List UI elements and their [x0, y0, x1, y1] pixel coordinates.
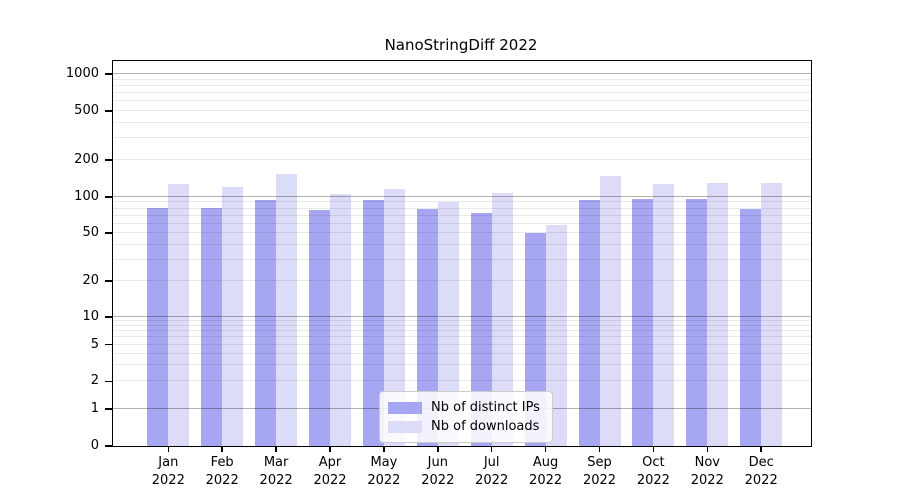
- x-tick-mark: [275, 446, 277, 452]
- x-tick-label-dec: Dec 2022: [744, 455, 778, 488]
- x-tick-mark: [437, 446, 439, 452]
- x-tick-mark: [167, 446, 170, 452]
- x-tick-mark: [329, 446, 331, 452]
- x-tick-label-jan: Jan 2022: [151, 455, 185, 488]
- y-tick-label: 200: [74, 151, 99, 167]
- x-tick-label-aug: Aug 2022: [529, 455, 563, 488]
- y-tick-label: 10: [82, 308, 99, 324]
- legend-label-downloads: Nb of downloads: [431, 419, 540, 434]
- y-tick-label: 500: [74, 103, 99, 119]
- x-tick-mark: [760, 446, 762, 452]
- bar-downloads-dec: [761, 182, 783, 446]
- bar-downloads-jun: [437, 202, 459, 446]
- y-tick-label: 5: [90, 336, 99, 352]
- bar-downloads-may: [383, 189, 405, 446]
- x-tick-label-oct: Oct 2022: [636, 455, 670, 488]
- bar-distinct-ips-dec: [740, 208, 762, 446]
- x-tick-label-feb: Feb 2022: [205, 455, 239, 488]
- x-tick-label-jul: Jul 2022: [475, 455, 509, 488]
- legend-label-distinct-ips: Nb of distinct IPs: [431, 400, 540, 415]
- downloads-swatch: [388, 420, 422, 433]
- bar-downloads-nov: [707, 182, 729, 446]
- x-tick-mark: [652, 446, 655, 452]
- bar-downloads-jan: [168, 184, 190, 446]
- bar-distinct-ips-jun: [416, 209, 438, 446]
- x-tick-mark: [490, 446, 493, 452]
- bar-distinct-ips-nov: [686, 199, 708, 446]
- x-tick-label-apr: Apr 2022: [313, 455, 347, 488]
- legend-row-distinct-ips: Nb of distinct IPs: [388, 398, 540, 417]
- y-tick-label: 0: [90, 438, 99, 453]
- bar-downloads-feb: [222, 186, 244, 446]
- bar-distinct-ips-oct: [632, 199, 654, 446]
- x-tick-label-jun: Jun 2022: [421, 455, 455, 488]
- x-tick-label-sep: Sep 2022: [582, 455, 617, 488]
- x-tick-label-may: May 2022: [367, 455, 401, 488]
- bar-downloads-oct: [653, 183, 675, 446]
- y-tick-mark: [105, 280, 113, 282]
- y-tick-mark: [105, 232, 113, 234]
- legend: Nb of distinct IPs Nb of downloads: [379, 391, 553, 443]
- bar-distinct-ips-jan: [147, 207, 169, 446]
- y-tick-mark: [105, 380, 113, 383]
- y-tick-mark: [105, 110, 113, 112]
- legend-row-downloads: Nb of downloads: [388, 417, 540, 436]
- x-tick-label-mar: Mar 2022: [259, 455, 293, 488]
- bar-distinct-ips-jul: [470, 212, 492, 446]
- bar-distinct-ips-sep: [578, 199, 600, 446]
- y-tick-mark: [105, 159, 113, 161]
- y-tick-label: 100: [74, 188, 99, 204]
- bar-distinct-ips-feb: [201, 207, 223, 446]
- x-tick-label-nov: Nov 2022: [690, 455, 724, 488]
- plot-area: Nb of distinct IPs Nb of downloads 0 1 2 5 1…: [66, 60, 812, 488]
- y-tick-label: 2: [90, 373, 99, 389]
- y-tick-label: 1000: [65, 66, 99, 81]
- bar-downloads-aug: [545, 225, 567, 446]
- distinct-ips-swatch: [388, 401, 422, 414]
- x-tick-mark: [706, 446, 709, 452]
- y-tick-mark: [105, 196, 113, 198]
- x-tick-mark: [598, 446, 601, 452]
- bar-downloads-sep: [599, 176, 621, 446]
- bar-distinct-ips-may: [362, 199, 384, 446]
- bar-downloads-jul: [491, 192, 513, 446]
- chart-title: NanoStringDiff 2022: [384, 36, 538, 54]
- bar-downloads-apr: [330, 194, 351, 446]
- y-tick-label: 50: [82, 225, 99, 241]
- y-tick-label: 1: [90, 401, 99, 416]
- y-tick-label: 20: [82, 272, 99, 288]
- y-tick-mark: [105, 408, 113, 410]
- bar-distinct-ips-apr: [309, 209, 330, 446]
- y-tick-mark: [105, 343, 113, 346]
- y-tick-mark: [105, 445, 113, 447]
- y-tick-mark: [105, 73, 113, 75]
- x-tick-mark: [383, 446, 385, 452]
- bar-distinct-ips-mar: [255, 200, 277, 446]
- x-tick-mark: [544, 446, 547, 452]
- y-tick-mark: [105, 316, 113, 318]
- bar-downloads-mar: [276, 173, 298, 446]
- x-tick-mark: [221, 446, 223, 452]
- bars-layer: [113, 61, 811, 446]
